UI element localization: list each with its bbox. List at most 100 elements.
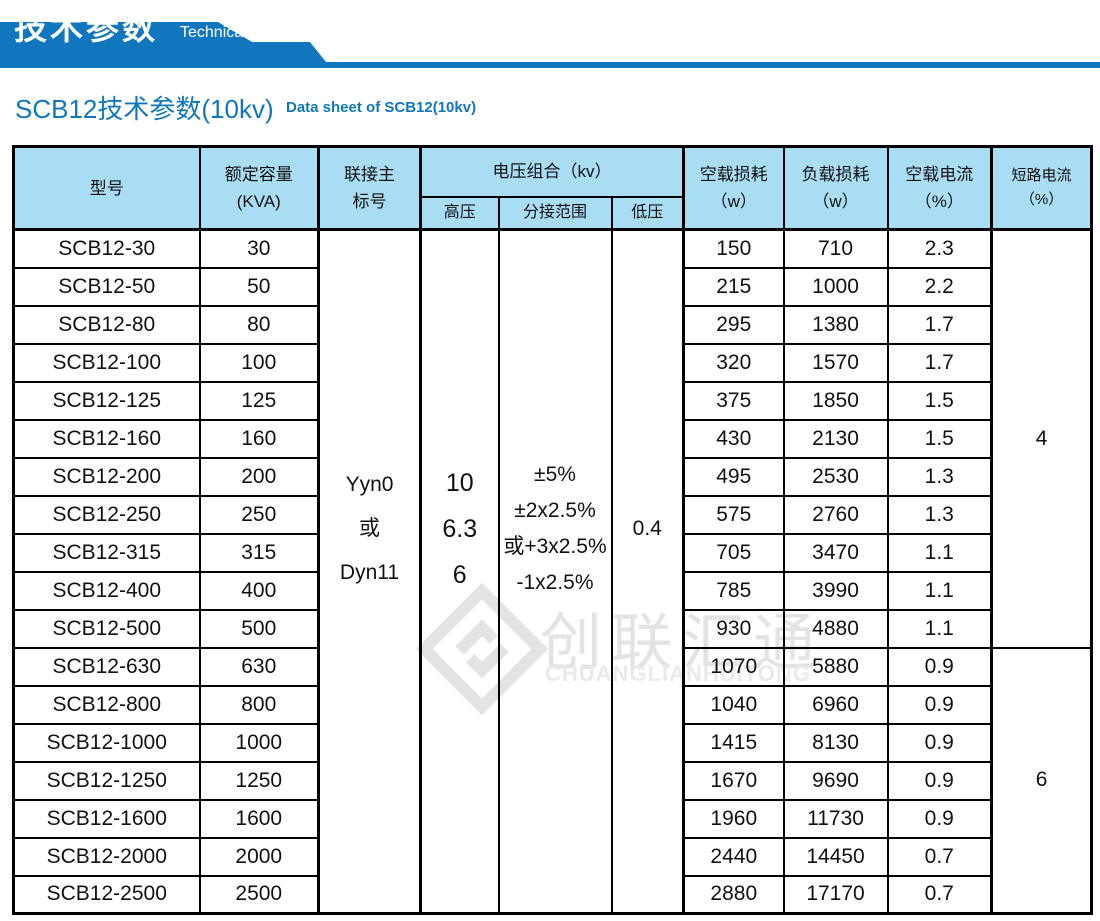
col-header-connection-line: 联接主 (344, 165, 395, 184)
no-load-current-cell: 1.7 (886, 342, 993, 383)
no-load-loss-cell: 930 (682, 608, 785, 649)
capacity-cell: 2000 (198, 836, 320, 877)
no-load-loss-cell: 1960 (682, 798, 785, 839)
no-load-loss-cell: 495 (682, 456, 785, 497)
load-loss-cell: 2760 (782, 494, 889, 535)
col-header-short-circuit-line: 短路电流 (1011, 167, 1072, 184)
no-load-current-cell: 0.9 (886, 760, 993, 801)
table-row: SCB12-315 315 705 3470 1.1 (12, 532, 1092, 573)
table-row: SCB12-125 125 375 1850 1.5 (12, 380, 1092, 421)
no-load-loss-cell: 215 (682, 266, 785, 307)
banner (0, 22, 1100, 68)
col-header-hv: 高压 (419, 195, 500, 231)
no-load-current-cell: 1.1 (886, 532, 993, 573)
no-load-loss-cell: 295 (682, 304, 785, 345)
capacity-cell: 1600 (198, 798, 320, 839)
col-header-no-load-current: 空载电流 （%） (886, 145, 993, 231)
table-row: SCB12-160 160 430 2130 1.5 (12, 418, 1092, 459)
model-cell: SCB12-1600 (12, 798, 201, 839)
hv-cell-line: 10 (445, 469, 474, 497)
connection-cell-line: Yyn0 (345, 473, 394, 496)
load-loss-cell: 1380 (782, 304, 889, 345)
table-row: SCB12-200 200 495 2530 1.3 (12, 456, 1092, 497)
load-loss-cell: 710 (782, 228, 889, 269)
no-load-current-cell: 0.9 (886, 798, 993, 839)
load-loss-cell: 5880 (782, 646, 889, 687)
col-header-load-loss: 负载损耗 （w） (782, 145, 889, 231)
table-row: SCB12-50 50 215 1000 2.2 (12, 266, 1092, 307)
no-load-current-cell: 2.2 (886, 266, 993, 307)
load-loss-cell: 2530 (782, 456, 889, 497)
col-header-model: 型号 (12, 145, 201, 231)
capacity-cell: 30 (198, 228, 320, 269)
capacity-cell: 250 (198, 494, 320, 535)
connection-cell-line: 或 (359, 517, 380, 540)
no-load-current-cell: 0.7 (886, 836, 993, 877)
short-circuit-cell: 6 (990, 646, 1093, 915)
col-header-no-load-loss-line: （w） (710, 192, 757, 211)
tap-range-cell-line: ±2x2.5% (514, 499, 596, 522)
model-cell: SCB12-160 (12, 418, 201, 459)
no-load-current-cell: 2.3 (886, 228, 993, 269)
hv-cell-line: 6 (452, 561, 467, 589)
col-header-no-load-loss: 空载损耗 （w） (682, 145, 785, 231)
col-header-tap-range: 分接范围 (497, 195, 613, 231)
capacity-cell: 100 (198, 342, 320, 383)
no-load-loss-cell: 2880 (682, 874, 785, 915)
capacity-cell: 1250 (198, 760, 320, 801)
capacity-cell: 400 (198, 570, 320, 611)
model-cell: SCB12-500 (12, 608, 201, 649)
connection-cell: Yyn0 或 Dyn11 (317, 228, 422, 915)
no-load-current-cell: 0.9 (886, 646, 993, 687)
table-row: SCB12-1600 1600 1960 11730 0.9 (12, 798, 1092, 839)
col-header-capacity-line: (KVA) (236, 192, 281, 211)
load-loss-cell: 17170 (782, 874, 889, 915)
load-loss-cell: 8130 (782, 722, 889, 763)
table-row: SCB12-2500 2500 2880 17170 0.7 (12, 874, 1092, 915)
table-row: SCB12-800 800 1040 6960 0.9 (12, 684, 1092, 725)
tap-range-cell-line: ±5% (534, 463, 576, 486)
table-row: SCB12-30 30 Yyn0 或 Dyn11 10 6.3 6 ±5% ±2x2.5% 或+3x… (12, 228, 1093, 915)
capacity-cell: 500 (198, 608, 320, 649)
model-cell: SCB12-630 (12, 646, 201, 687)
capacity-cell: 1000 (198, 722, 320, 763)
no-load-loss-cell: 1070 (682, 646, 785, 687)
lv-cell: 0.4 (610, 228, 685, 915)
table-row: SCB12-250 250 575 2760 1.3 (12, 494, 1092, 535)
connection-cell-line: Dyn11 (339, 561, 400, 584)
load-loss-cell: 2130 (782, 418, 889, 459)
table-row: SCB12-80 80 295 1380 1.7 (12, 304, 1092, 345)
capacity-cell: 125 (198, 380, 320, 421)
model-cell: SCB12-100 (12, 342, 201, 383)
col-header-load-loss-line: 负载损耗 (801, 165, 870, 184)
table-header: 型号 额定容量 (KVA) 联接主 标号 电压组合（kv） 空载损耗 （w） (12, 145, 1093, 231)
model-cell: SCB12-50 (12, 266, 201, 307)
col-header-connection-line: 标号 (352, 192, 387, 211)
no-load-current-cell: 1.5 (886, 418, 993, 459)
table-row: SCB12-500 500 930 4880 1.1 (12, 608, 1092, 649)
no-load-current-cell: 0.9 (886, 684, 993, 725)
load-loss-cell: 9690 (782, 760, 889, 801)
col-header-no-load-current-line: 空载电流 (905, 165, 974, 184)
table-row: SCB12-1000 1000 1415 8130 0.9 (12, 722, 1092, 763)
load-loss-cell: 11730 (782, 798, 889, 839)
no-load-loss-cell: 2440 (682, 836, 785, 877)
load-loss-cell: 3990 (782, 570, 889, 611)
hv-cell: 10 6.3 6 (419, 228, 500, 915)
col-header-load-loss-line: （w） (812, 192, 859, 211)
no-load-current-cell: 1.1 (886, 570, 993, 611)
capacity-cell: 80 (198, 304, 320, 345)
model-cell: SCB12-250 (12, 494, 201, 535)
no-load-current-cell: 1.3 (886, 456, 993, 497)
model-cell: SCB12-1000 (12, 722, 201, 763)
no-load-current-cell: 1.7 (886, 304, 993, 345)
no-load-current-cell: 1.1 (886, 608, 993, 649)
no-load-loss-cell: 785 (682, 570, 785, 611)
tap-range-cell-line: -1x2.5% (516, 571, 594, 594)
spec-table: 型号 额定容量 (KVA) 联接主 标号 电压组合（kv） 空载损耗 （w） (12, 145, 1094, 915)
capacity-cell: 2500 (198, 874, 320, 915)
hv-cell-line: 6.3 (442, 515, 478, 543)
tap-range-cell-line: 或+3x2.5% (503, 535, 607, 558)
model-cell: SCB12-2000 (12, 836, 201, 877)
